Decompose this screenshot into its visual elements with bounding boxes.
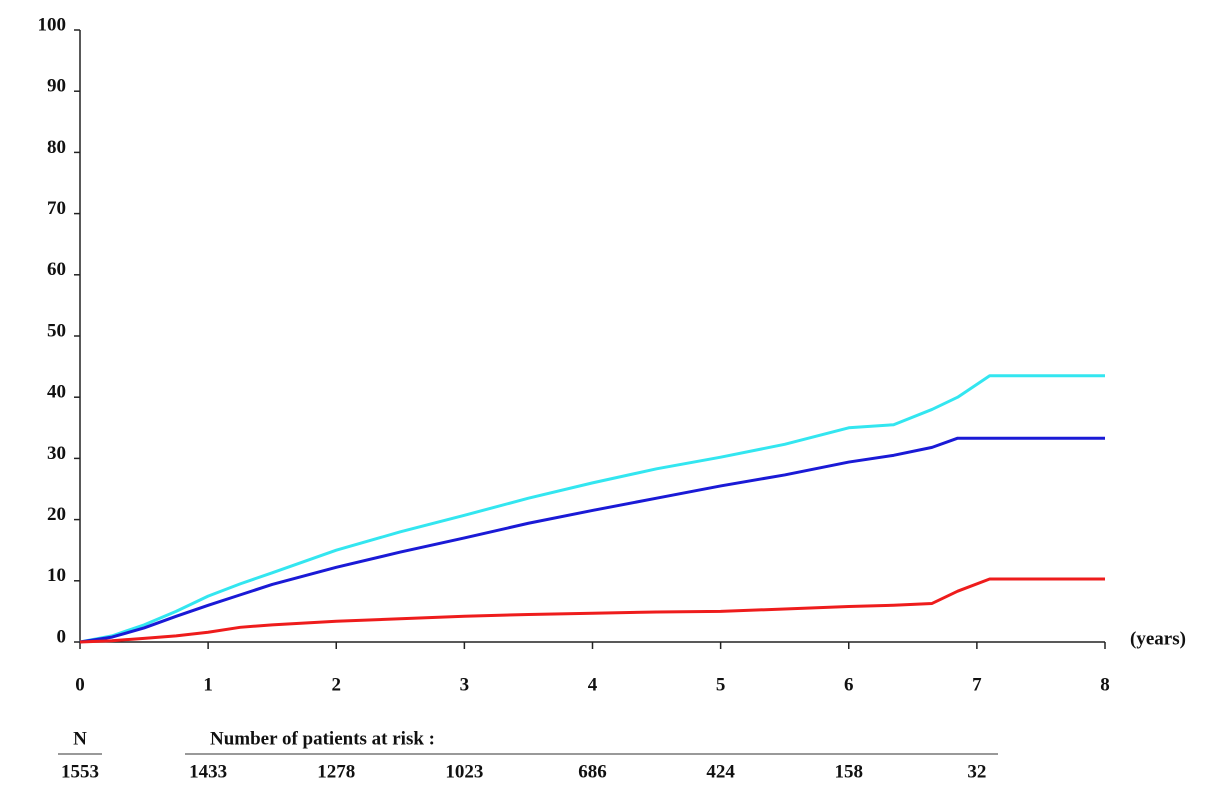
risk-count: 1023 bbox=[445, 761, 483, 782]
y-tick-label: 60 bbox=[47, 259, 66, 280]
x-tick-label: 8 bbox=[1100, 674, 1110, 695]
series-line bbox=[79, 577, 1105, 644]
x-tick-label: 3 bbox=[460, 674, 470, 695]
risk-count: 424 bbox=[706, 761, 735, 782]
risk-count: 32 bbox=[967, 761, 986, 782]
y-tick-label: 80 bbox=[47, 137, 66, 158]
y-tick-label: 70 bbox=[47, 198, 66, 219]
y-tick-label: 100 bbox=[38, 14, 67, 35]
x-tick-label: 4 bbox=[588, 674, 598, 695]
risk-count: 158 bbox=[835, 761, 864, 782]
series-line bbox=[79, 374, 1105, 644]
y-tick-label: 10 bbox=[47, 565, 66, 586]
y-tick-label: 90 bbox=[47, 76, 66, 97]
y-tick-label: 30 bbox=[47, 443, 66, 464]
risk-n: 1553 bbox=[61, 761, 99, 782]
risk-count: 1433 bbox=[189, 761, 227, 782]
x-tick-label: 7 bbox=[972, 674, 982, 695]
risk-title: Number of patients at risk : bbox=[210, 728, 435, 749]
y-tick-label: 0 bbox=[57, 626, 67, 647]
x-tick-label: 5 bbox=[716, 674, 726, 695]
x-axis-label: (years) bbox=[1130, 628, 1186, 649]
series-line bbox=[79, 436, 1105, 644]
x-tick-label: 2 bbox=[332, 674, 342, 695]
risk-count: 1278 bbox=[317, 761, 355, 782]
y-tick-label: 20 bbox=[47, 504, 66, 525]
y-tick-label: 50 bbox=[47, 320, 66, 341]
risk-n-header: N bbox=[73, 728, 87, 749]
y-tick-label: 40 bbox=[47, 382, 66, 403]
risk-count: 686 bbox=[578, 761, 607, 782]
x-tick-label: 0 bbox=[75, 674, 85, 695]
x-tick-label: 6 bbox=[844, 674, 854, 695]
x-tick-label: 1 bbox=[203, 674, 213, 695]
